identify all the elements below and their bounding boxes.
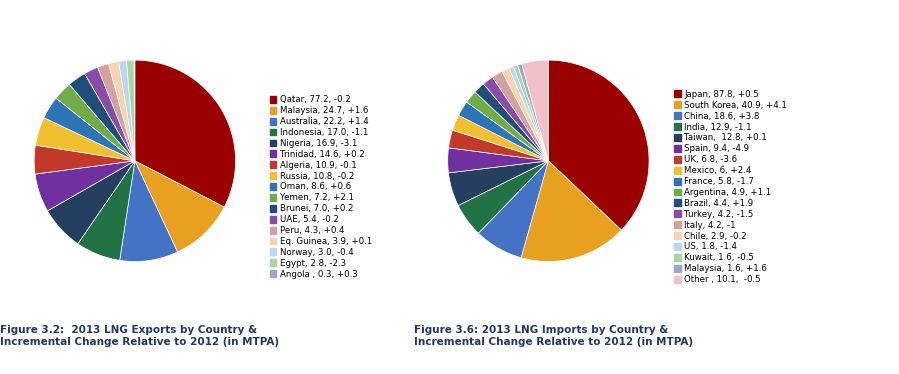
Wedge shape [135, 161, 224, 252]
Wedge shape [458, 102, 548, 161]
Wedge shape [98, 64, 135, 161]
Wedge shape [78, 161, 135, 260]
Text: Figure 3.2:  2013 LNG Exports by Country &
Incremental Change Relative to 2012 (: Figure 3.2: 2013 LNG Exports by Country … [0, 325, 279, 347]
Wedge shape [120, 161, 177, 261]
Wedge shape [119, 61, 135, 161]
Wedge shape [135, 60, 236, 207]
Wedge shape [502, 68, 548, 161]
Wedge shape [484, 77, 548, 161]
Wedge shape [449, 161, 548, 205]
Wedge shape [478, 161, 548, 258]
Wedge shape [521, 60, 548, 161]
Wedge shape [448, 148, 548, 173]
Legend: Qatar, 77.2, -0.2, Malaysia, 24.7, +1.6, Australia, 22.2, +1.4, Indonesia, 17.0,: Qatar, 77.2, -0.2, Malaysia, 24.7, +1.6,… [270, 95, 372, 279]
Wedge shape [518, 64, 548, 161]
Wedge shape [458, 161, 548, 233]
Text: Figure 3.6: 2013 LNG Imports by Country &
Incremental Change Relative to 2012 (i: Figure 3.6: 2013 LNG Imports by Country … [414, 325, 692, 347]
Wedge shape [44, 98, 135, 161]
Wedge shape [521, 161, 621, 261]
Wedge shape [56, 85, 135, 161]
Wedge shape [467, 92, 548, 161]
Wedge shape [85, 67, 135, 161]
Wedge shape [493, 71, 548, 161]
Wedge shape [452, 115, 548, 161]
Wedge shape [35, 161, 135, 211]
Legend: Japan, 87.8, +0.5, South Korea, 40.9, +4.1, China, 18.6, +3.8, India, 12.9, -1.1: Japan, 87.8, +0.5, South Korea, 40.9, +4… [674, 90, 788, 284]
Wedge shape [48, 161, 135, 244]
Wedge shape [35, 118, 135, 161]
Wedge shape [449, 130, 548, 161]
Wedge shape [127, 60, 135, 161]
Wedge shape [34, 145, 135, 174]
Wedge shape [548, 60, 649, 230]
Wedge shape [69, 74, 135, 161]
Wedge shape [513, 65, 548, 161]
Wedge shape [509, 66, 548, 161]
Wedge shape [109, 61, 135, 161]
Wedge shape [475, 84, 548, 161]
